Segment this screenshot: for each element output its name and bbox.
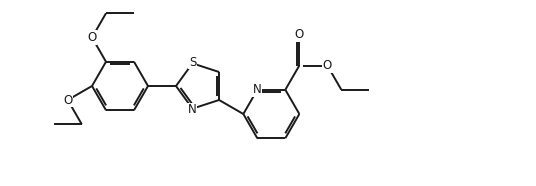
Text: O: O [323,59,332,72]
Text: O: O [63,94,72,107]
Text: O: O [87,31,96,44]
Text: N: N [188,103,197,116]
Text: N: N [253,83,262,96]
Text: S: S [189,56,196,69]
Text: O: O [295,28,304,41]
